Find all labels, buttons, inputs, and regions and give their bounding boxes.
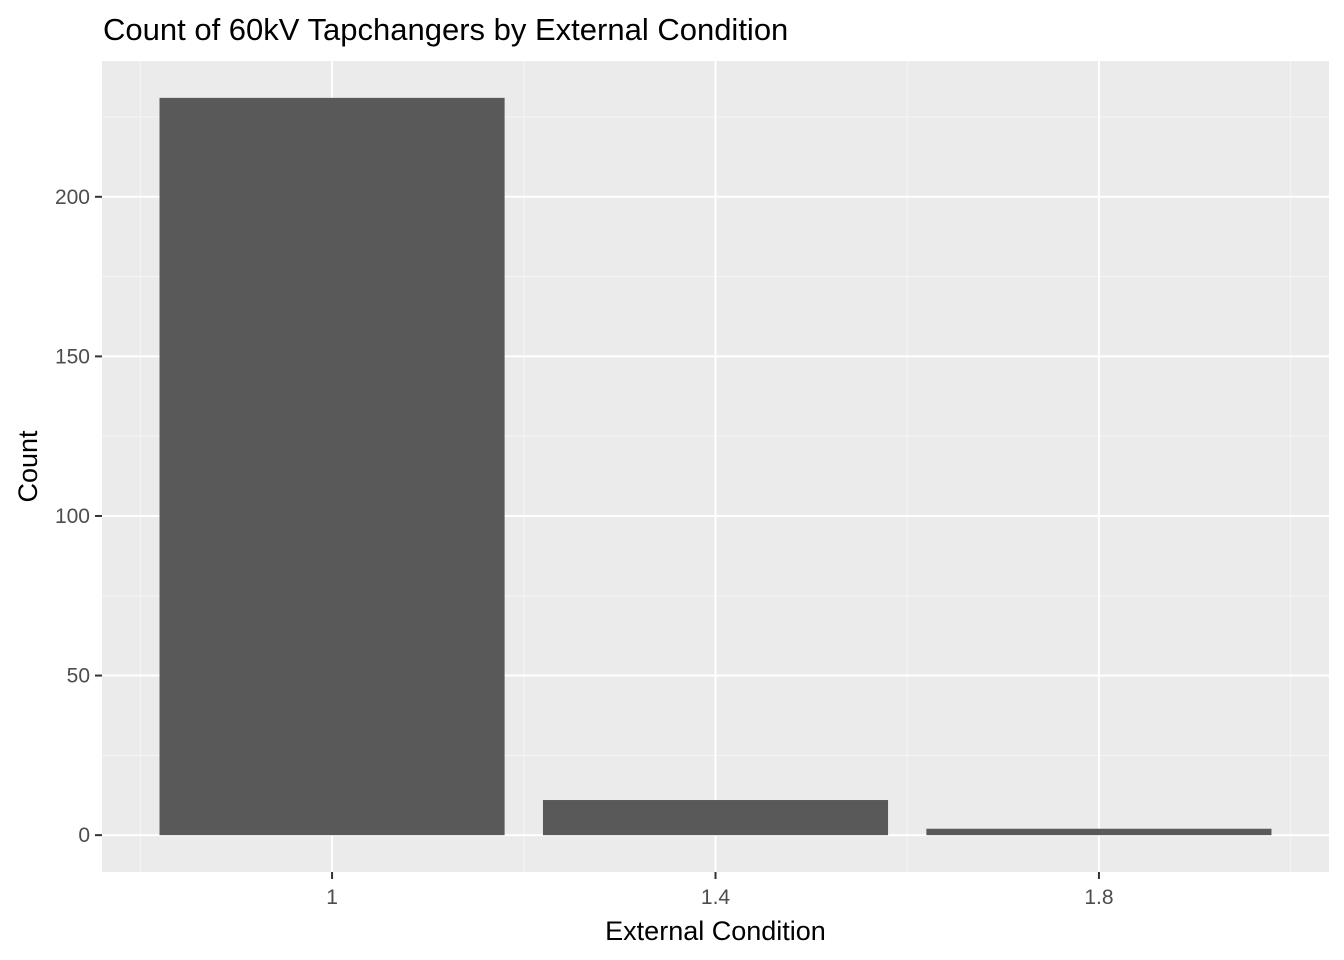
y-axis-title: Count bbox=[13, 430, 43, 503]
chart-title: Count of 60kV Tapchangers by External Co… bbox=[103, 12, 788, 47]
x-tick-label: 1.4 bbox=[701, 886, 731, 909]
y-tick-label: 150 bbox=[55, 345, 90, 368]
bars bbox=[159, 97, 1272, 836]
x-tick-label: 1.8 bbox=[1084, 886, 1113, 909]
y-tick-label: 100 bbox=[55, 505, 90, 528]
y-tick-label: 50 bbox=[67, 665, 90, 688]
y-tick-label: 0 bbox=[78, 824, 90, 847]
y-tick-label: 200 bbox=[55, 186, 90, 209]
y-axis: 0 50 100 150 200 bbox=[55, 186, 102, 847]
bar bbox=[926, 828, 1272, 836]
x-axis: 1 1.4 1.8 bbox=[326, 872, 1114, 909]
x-tick-label: 1 bbox=[326, 886, 338, 909]
bar bbox=[159, 97, 505, 836]
x-axis-title: External Condition bbox=[605, 916, 826, 946]
bar bbox=[542, 800, 889, 836]
